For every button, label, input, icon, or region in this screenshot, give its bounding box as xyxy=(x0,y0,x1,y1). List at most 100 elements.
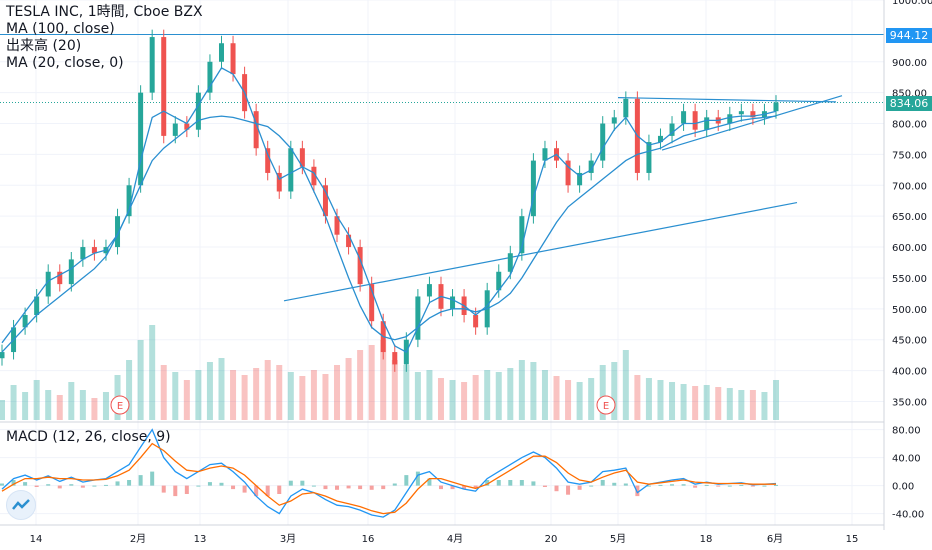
candle-body xyxy=(623,98,629,118)
price-tick-label: 600.00 xyxy=(892,243,927,254)
candle-body xyxy=(473,315,479,328)
volume-bar xyxy=(738,390,745,420)
macd-histogram-bar xyxy=(92,485,97,487)
price-tick-label: 1000.00 xyxy=(892,0,932,7)
volume-bar xyxy=(715,387,722,420)
price-tick-label: 550.00 xyxy=(892,274,927,285)
time-tick-label: 15 xyxy=(846,534,859,545)
volume-bar xyxy=(391,360,398,420)
macd-histogram-bar xyxy=(566,485,571,495)
earnings-marker[interactable]: E xyxy=(110,395,130,415)
candle-body xyxy=(322,185,328,217)
macd-histogram-bar xyxy=(300,480,305,486)
price-tick-label: 750.00 xyxy=(892,150,927,161)
macd-histogram-bar xyxy=(462,485,467,490)
volume-bar xyxy=(507,368,514,420)
macd-histogram-bar xyxy=(369,485,374,490)
flat-resistance-trend-line[interactable] xyxy=(617,96,837,103)
macd-histogram-bar xyxy=(635,485,640,497)
volume-bar xyxy=(310,370,317,420)
volume-bar xyxy=(622,350,629,420)
macd-histogram-bar xyxy=(542,485,547,487)
macd-histogram-bar xyxy=(774,484,778,486)
volume-bar xyxy=(91,398,98,420)
candle-body xyxy=(34,296,40,315)
price-tick-label: 800.00 xyxy=(892,120,927,131)
volume-bar xyxy=(437,378,444,420)
candle-body xyxy=(346,234,352,248)
candle-body xyxy=(265,148,271,173)
candle-body xyxy=(311,166,317,186)
volume-bar xyxy=(541,370,548,420)
macd-histogram-bar xyxy=(554,485,559,492)
candle-body xyxy=(161,37,167,136)
macd-tick-label: -40.00 xyxy=(892,510,924,521)
macd-histogram-bar xyxy=(450,485,455,490)
macd-histogram-bar xyxy=(623,483,628,486)
ma20-line xyxy=(1,67,777,353)
candle-body xyxy=(426,284,432,297)
legend-ma100: MA (100, close) xyxy=(6,21,115,37)
volume-bar xyxy=(45,390,52,420)
volume-bar xyxy=(137,340,144,420)
rising-support-trend-line[interactable] xyxy=(661,95,843,151)
macd-histogram-bar xyxy=(115,481,120,486)
candle-body xyxy=(184,123,190,130)
earnings-marker[interactable]: E xyxy=(596,395,616,415)
volume-bar xyxy=(334,365,341,420)
candle-body xyxy=(542,148,548,161)
signal-line xyxy=(1,442,776,515)
volume-bar xyxy=(253,368,260,420)
macd-histogram-bar xyxy=(600,480,605,486)
resistance-price-tag: 944.12 xyxy=(886,28,932,43)
macd-histogram-bar xyxy=(427,478,432,486)
volume-bar xyxy=(33,380,40,420)
macd-histogram-bar xyxy=(150,471,155,486)
volume-bar xyxy=(495,372,502,420)
volume-bar xyxy=(172,372,179,420)
volume-bar xyxy=(264,360,271,420)
candle-body xyxy=(681,111,687,124)
macd-histogram-bar xyxy=(323,485,328,490)
candle-body xyxy=(115,216,121,248)
candle-body xyxy=(692,111,698,130)
volume-bar xyxy=(680,384,687,420)
volume-bar xyxy=(206,362,213,420)
macd-histogram-bar xyxy=(311,485,316,487)
volume-bar xyxy=(22,392,29,420)
volume-bar xyxy=(611,362,618,420)
price-tick-label: 650.00 xyxy=(892,212,927,223)
time-tick-label: 6月 xyxy=(767,533,783,545)
macd-histogram-bar xyxy=(392,483,397,486)
candle-body xyxy=(738,111,744,115)
candle-body xyxy=(773,102,779,112)
current-price-tag: 834.06 xyxy=(886,96,932,111)
macd-histogram-bar xyxy=(0,483,4,486)
candle-body xyxy=(45,271,51,297)
macd-histogram-bar xyxy=(254,485,259,497)
volume-bar xyxy=(588,378,595,420)
macd-histogram-bar xyxy=(57,485,62,489)
time-tick-label: 4月 xyxy=(447,533,463,545)
candle-body xyxy=(253,111,259,149)
price-tick-label: 400.00 xyxy=(892,367,927,378)
candle-body xyxy=(22,315,28,328)
time-tick-label: 13 xyxy=(194,534,207,545)
candle-body xyxy=(657,135,663,143)
volume-bar xyxy=(449,380,456,420)
tradingview-logo-icon[interactable] xyxy=(6,490,36,520)
volume-bar xyxy=(565,380,572,420)
time-tick-label: 3月 xyxy=(280,533,296,545)
macd-tick-label: 0.00 xyxy=(892,482,914,493)
volume-bar xyxy=(426,370,433,420)
volume-bar xyxy=(230,370,237,420)
price-tick-label: 350.00 xyxy=(892,397,927,408)
macd-histogram-bar xyxy=(127,480,132,486)
macd-histogram-bar xyxy=(727,485,732,487)
candle-body xyxy=(646,142,652,173)
volume-bar xyxy=(322,374,329,420)
macd-tick-label: 80.00 xyxy=(892,426,921,437)
macd-histogram-bar xyxy=(438,485,443,490)
macd-histogram-bar xyxy=(207,482,212,486)
